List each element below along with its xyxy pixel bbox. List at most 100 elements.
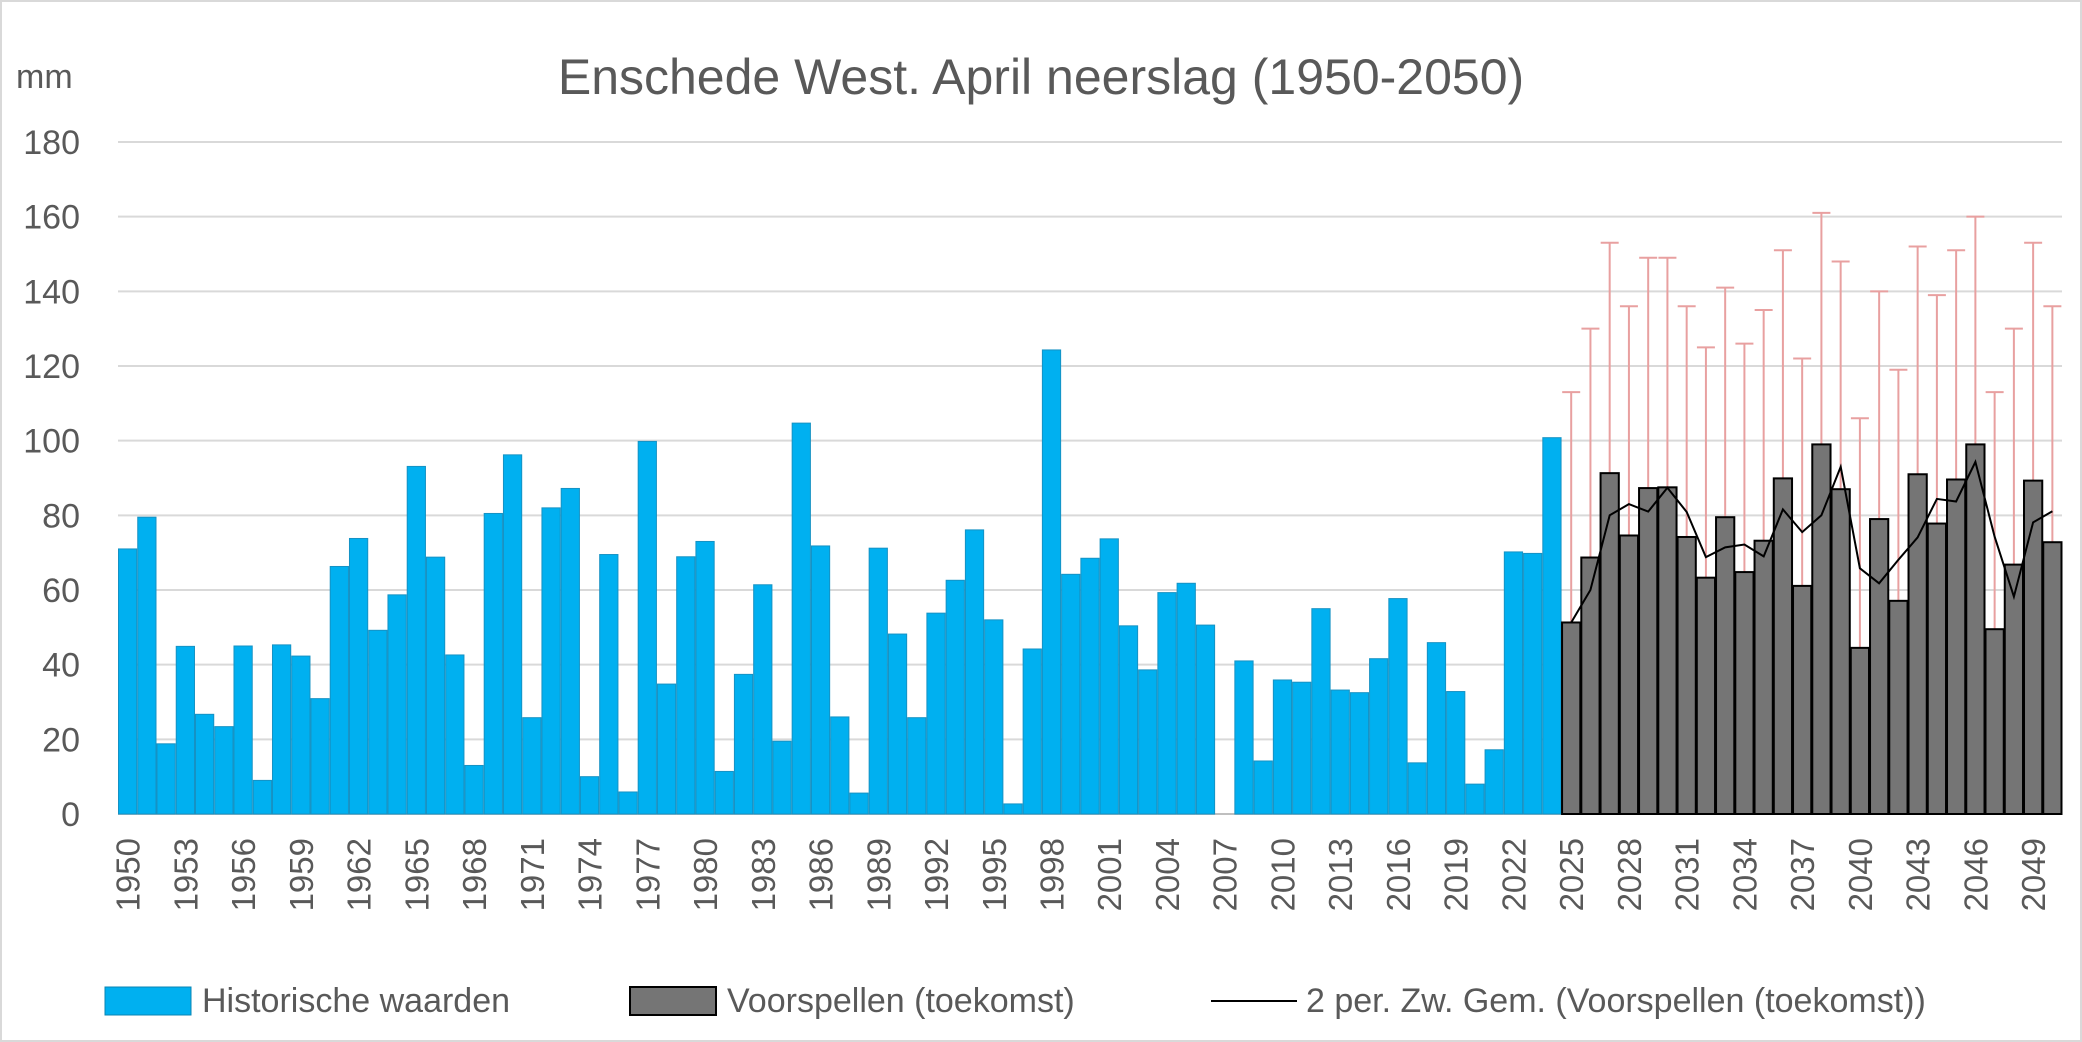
bar-historical-1967 <box>445 654 465 815</box>
bar-forecast-2025 <box>1561 621 1582 815</box>
y-tick-label: 140 <box>23 273 80 311</box>
bar-historical-2005 <box>1176 582 1196 815</box>
bar-historical-2011 <box>1292 681 1312 815</box>
bar-forecast-2035 <box>1753 539 1774 815</box>
bar-historical-2021 <box>1484 749 1504 815</box>
x-tick-label: 1959 <box>283 838 320 911</box>
bar-historical-1951 <box>137 516 157 815</box>
y-tick-label: 40 <box>42 647 80 685</box>
bar-historical-1998 <box>1041 349 1062 815</box>
bar-historical-2013 <box>1330 689 1350 815</box>
forecast-error-bars <box>1562 211 2062 648</box>
bar-historical-2016 <box>1388 598 1408 815</box>
bar-forecast-2050 <box>2042 541 2063 815</box>
bar-historical-1952 <box>156 743 176 815</box>
legend-label-forecast: Voorspellen (toekomst) <box>727 982 1075 1020</box>
bar-historical-1980 <box>695 540 715 815</box>
bar-historical-1997 <box>1022 648 1042 815</box>
legend-swatch-forecast <box>629 986 717 1016</box>
bar-forecast-2037 <box>1792 584 1813 815</box>
bar-forecast-2046 <box>1965 443 1986 815</box>
bar-historical-1994 <box>964 529 985 815</box>
bar-historical-2012 <box>1311 608 1331 815</box>
bar-historical-2004 <box>1157 592 1177 815</box>
bar-forecast-2049 <box>2023 479 2044 815</box>
bar-historical-1983 <box>753 584 773 815</box>
x-tick-label: 1983 <box>745 838 782 911</box>
legend-swatch-historical <box>104 986 192 1016</box>
bar-historical-1992 <box>926 612 946 815</box>
bar-historical-1968 <box>464 764 484 815</box>
bar-historical-2009 <box>1253 760 1273 815</box>
bar-historical-2010 <box>1272 679 1293 815</box>
bar-historical-1959 <box>291 655 311 815</box>
bar-historical-1978 <box>656 683 677 815</box>
legend-label-moving-average: 2 per. Zw. Gem. (Voorspellen (toekomst)) <box>1306 982 1926 1020</box>
bar-forecast-2044 <box>1926 522 1948 816</box>
forecast-bars <box>1561 443 2063 816</box>
y-tick-label: 20 <box>42 721 80 759</box>
bar-historical-2017 <box>1407 762 1427 815</box>
x-tick-label: 2043 <box>1900 838 1937 911</box>
bar-historical-1955 <box>214 726 234 815</box>
bar-historical-1988 <box>849 792 869 815</box>
bar-historical-1976 <box>618 791 638 815</box>
x-tick-label: 2046 <box>1957 838 1994 911</box>
x-tick-label: 2031 <box>1669 838 1706 911</box>
bar-forecast-2029 <box>1638 487 1659 815</box>
x-tick-label: 2022 <box>1495 838 1532 911</box>
bar-historical-1964 <box>387 594 407 815</box>
bar-historical-1971 <box>522 717 542 815</box>
bar-historical-1991 <box>907 717 927 815</box>
bar-historical-2001 <box>1099 538 1119 815</box>
bar-historical-1975 <box>599 554 619 815</box>
x-tick-label: 1950 <box>110 838 147 911</box>
x-tick-label: 2019 <box>1438 838 1475 911</box>
x-tick-label: 1986 <box>803 838 840 911</box>
bar-forecast-2026 <box>1580 556 1601 816</box>
bar-historical-1973 <box>560 487 580 815</box>
bar-forecast-2030 <box>1657 486 1678 815</box>
x-tick-label: 2016 <box>1380 838 1417 911</box>
x-axis-ticks: 1950 1953 1956 1959 1962 1965 1968 1971 1974 1977… <box>110 838 2053 911</box>
bar-forecast-2034 <box>1734 571 1755 816</box>
legend: Historische waarden Voorspellen (toekoms… <box>104 982 1926 1020</box>
bar-historical-1972 <box>541 507 561 815</box>
bar-historical-2022 <box>1503 551 1524 815</box>
bar-historical-1979 <box>676 556 696 815</box>
bar-forecast-2042 <box>1888 599 1909 815</box>
y-tick-label: 60 <box>42 572 80 610</box>
y-tick-label: 120 <box>23 348 80 386</box>
y-axis-label: mm <box>16 58 73 96</box>
bar-historical-1960 <box>310 698 330 815</box>
bar-forecast-2032 <box>1695 576 1717 815</box>
x-tick-label: 1974 <box>572 838 609 911</box>
x-tick-label: 2013 <box>1322 838 1359 911</box>
bar-forecast-2033 <box>1715 516 1736 815</box>
chart-title: Enschede West. April neerslag (1950-2050… <box>558 49 1524 105</box>
x-tick-label: 1956 <box>225 838 262 911</box>
bar-historical-1985 <box>791 422 811 815</box>
bar-historical-2024 <box>1542 437 1562 815</box>
x-tick-label: 2037 <box>1784 838 1821 911</box>
bar-historical-2000 <box>1080 557 1100 815</box>
bar-historical-1987 <box>830 716 850 815</box>
bar-historical-2015 <box>1369 658 1389 815</box>
x-tick-label: 2010 <box>1265 838 1302 911</box>
bar-historical-1986 <box>810 545 831 815</box>
bar-historical-1989 <box>868 547 888 815</box>
y-tick-label: 180 <box>23 124 80 162</box>
bar-historical-1993 <box>945 579 965 815</box>
x-tick-label: 1971 <box>514 838 551 911</box>
x-tick-label: 2049 <box>2015 838 2052 911</box>
bar-historical-2023 <box>1523 552 1543 815</box>
bar-forecast-2048 <box>2003 563 2025 816</box>
legend-label-historical: Historische waarden <box>202 982 510 1020</box>
bar-historical-1981 <box>714 770 734 815</box>
y-tick-label: 80 <box>42 497 80 535</box>
bar-historical-2019 <box>1446 691 1466 815</box>
bar-historical-1956 <box>233 645 253 815</box>
moving-average-line <box>1570 459 2053 624</box>
bar-forecast-2036 <box>1772 477 1794 815</box>
bar-historical-2003 <box>1138 669 1158 815</box>
